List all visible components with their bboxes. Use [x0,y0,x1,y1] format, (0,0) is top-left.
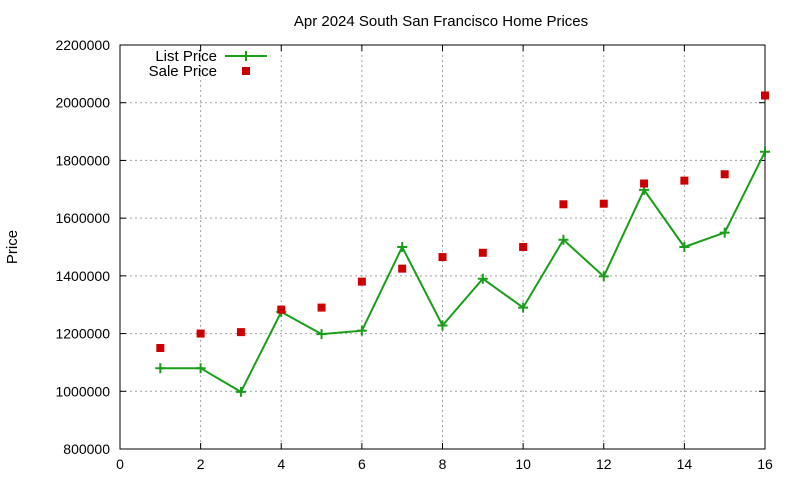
sale-price-point [236,328,245,337]
sale-price-point [277,305,286,314]
x-tick-label: 10 [515,456,531,472]
list-price-point [760,146,770,157]
list-price-point [356,325,367,336]
y-axis-tick-labels: 800000 1000000 1200000 1400000 1600000 180000… [55,37,110,457]
y-axis-label: Price [4,230,21,264]
sale-price-point [357,277,366,286]
y-tick-label: 1400000 [55,268,110,284]
x-tick-label: 8 [439,456,447,472]
sale-price-point [317,303,326,312]
x-tick-label: 2 [197,456,205,472]
x-tick-label: 16 [757,456,773,472]
list-price-point [719,227,730,238]
list-price-point [155,363,166,374]
legend-label-sale-price: Sale Price [149,63,217,80]
x-tick-label: 12 [596,456,612,472]
legend: List Price Sale Price [149,48,267,80]
legend-marker-list-price [241,51,251,61]
grid-lines [120,45,765,449]
data-series [155,91,770,397]
x-tick-label: 14 [677,456,693,472]
y-tick-label: 1800000 [55,152,110,168]
legend-marker-sale-price [242,67,250,75]
sale-price-point [438,253,447,262]
legend-label-list-price: List Price [155,48,217,65]
sale-price-point [680,176,689,185]
sale-price-point [398,264,407,273]
sale-price-point [640,179,649,188]
list-price-point [235,386,246,397]
series-list-price [155,146,770,397]
list-price-point [477,273,488,284]
list-price-point [437,320,448,331]
x-tick-label: 0 [116,456,124,472]
x-tick-label: 4 [277,456,285,472]
y-tick-label: 1200000 [55,326,110,342]
series-sale-price [156,91,769,352]
x-axis-tick-labels: 0 2 4 6 8 10 12 14 16 [116,456,773,472]
sale-price-point [478,248,487,257]
list-price-point [679,242,690,252]
y-tick-label: 1000000 [55,383,110,399]
sale-price-point [519,243,528,251]
sale-price-point [559,200,568,209]
sale-price-point [156,344,165,352]
y-tick-label: 1600000 [55,210,110,226]
chart-title: Apr 2024 South San Francisco Home Prices [294,13,588,30]
y-tick-label: 2200000 [55,37,110,53]
list-price-point [598,271,609,282]
list-price-point [518,302,529,313]
sale-price-point [196,329,205,338]
list-price-point [316,329,327,340]
y-tick-label: 2000000 [55,95,110,111]
sale-price-point [720,170,729,179]
sale-price-point [761,91,769,100]
axis-ticks [119,44,766,450]
list-price-line [160,151,766,394]
list-price-point [195,363,206,374]
sale-price-point [599,199,608,208]
list-price-point [558,234,569,245]
list-price-point [397,242,408,252]
x-tick-label: 6 [358,456,366,472]
y-tick-label: 800000 [63,441,110,457]
